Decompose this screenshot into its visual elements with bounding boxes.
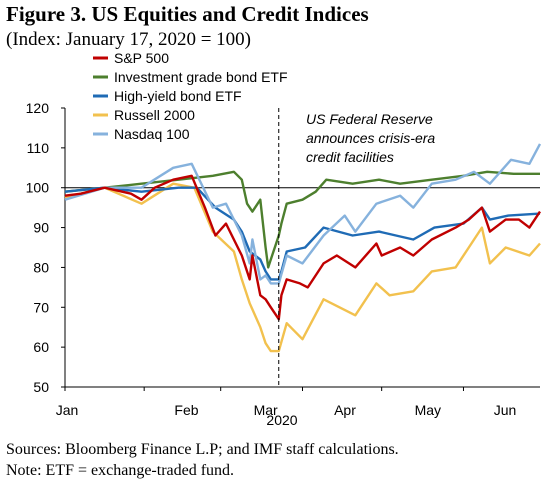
y-tick-label: 100 (26, 180, 50, 196)
legend-label: Russell 2000 (114, 107, 195, 123)
legend-label: S&P 500 (114, 50, 169, 66)
y-tick-label: 120 (26, 100, 50, 116)
sources-note: Sources: Bloomberg Finance L.P; and IMF … (6, 441, 399, 458)
series-lines (64, 143, 542, 353)
y-tick-label: 80 (33, 259, 49, 275)
y-tick-label: 110 (27, 140, 50, 156)
series-line-4 (64, 182, 541, 353)
y-tick-label: 90 (33, 220, 49, 236)
chart-axes (61, 107, 540, 391)
x-tick-label: May (415, 402, 441, 418)
legend-label: High-yield bond ETF (114, 88, 242, 104)
legend-label: Investment grade bond ETF (114, 69, 288, 85)
series-line-1 (64, 174, 542, 321)
y-tick-label: 60 (33, 339, 49, 355)
legend: S&P 500 Investment grade bond ETF High-yie… (93, 50, 288, 142)
x-tick-label: Feb (174, 402, 198, 418)
x-tick-label: Jun (494, 402, 517, 418)
tick-labels: 50 60 70 80 90 100 110 120 Jan Feb Mar Apr May Jun 202… (26, 100, 517, 428)
event-annotation-line: US Federal Reserve (306, 111, 433, 127)
x-tick-label: Jan (56, 402, 79, 418)
chart-subtitle: (Index: January 17, 2020 = 100) (6, 29, 251, 50)
chart-title: Figure 3. US Equities and Credit Indices (6, 2, 369, 26)
x-year-label: 2020 (266, 412, 297, 428)
event-annotation: US Federal Reserve announces crisis-era cr… (278, 108, 435, 387)
y-tick-label: 50 (33, 379, 49, 395)
series-line-5 (64, 143, 542, 285)
event-annotation-line: announces crisis-era (306, 130, 435, 146)
y-tick-label: 70 (33, 299, 49, 315)
x-tick-label: Mar (254, 402, 278, 418)
legend-label: Nasdaq 100 (114, 126, 190, 142)
x-tick-label: Apr (334, 402, 356, 418)
abbreviation-note: Note: ETF = exchange-traded fund. (6, 462, 235, 479)
event-annotation-line: credit facilities (306, 149, 394, 165)
